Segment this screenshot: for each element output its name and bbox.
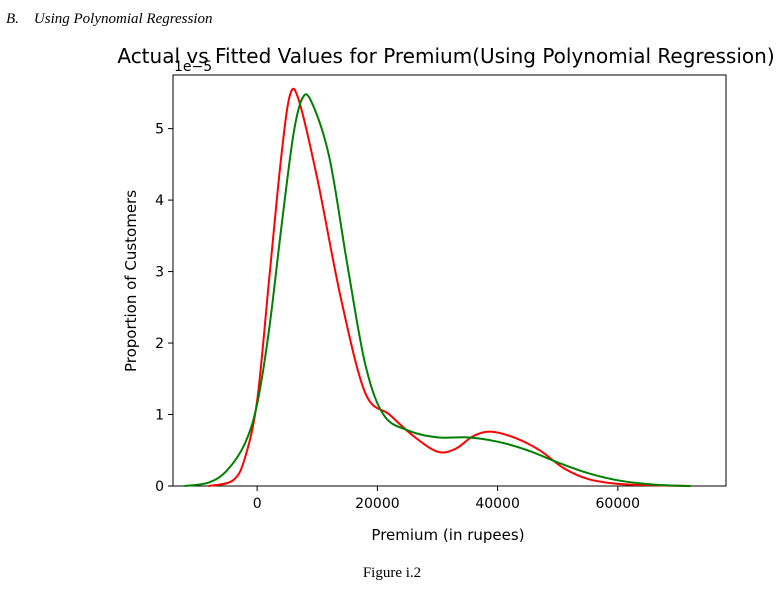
y-axis-label: Proportion of Customers [122,190,140,372]
chart: Actual vs Fitted Values for Premium(Usin… [117,44,774,544]
y-tick-label: 4 [155,193,164,209]
x-tick-label: 0 [253,496,262,512]
y-tick-label: 2 [155,336,164,352]
chart-title: Actual vs Fitted Values for Premium(Usin… [117,44,774,68]
plot-frame [172,74,727,487]
y-axis-ticks: 0 1 2 3 4 5 [155,122,173,495]
plot-area: 0 1 2 3 4 5 0 20000 40000 60000 [155,74,727,512]
x-tick-label: 60000 [596,496,641,512]
x-axis-ticks: 0 20000 40000 60000 [253,486,640,512]
y-tick-label: 1 [155,408,164,424]
series-layer [184,87,691,487]
y-tick-label: 5 [155,122,164,138]
x-tick-label: 40000 [475,496,520,512]
figure-caption: Figure i.2 [362,565,422,581]
series-line-2 [184,93,691,487]
y-tick-label: 3 [155,265,164,281]
x-tick-label: 20000 [355,496,400,512]
section-heading: B. Using Polynomial Regression [6,11,213,27]
series-line-1 [208,87,691,487]
y-scale-label: 1e−5 [174,59,212,75]
x-axis-label: Premium (in rupees) [371,526,524,544]
y-tick-label: 0 [155,479,164,495]
